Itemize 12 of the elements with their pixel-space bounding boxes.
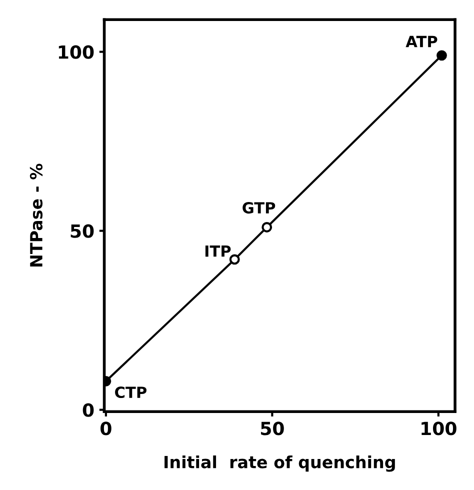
- y-tick-label: 0: [82, 403, 94, 417]
- y-tick-label: 100: [58, 45, 94, 59]
- x-tick-label: 100: [422, 422, 456, 436]
- x-axis-title: Initial rate of quenching: [164, 455, 395, 472]
- y-tick-label: 50: [70, 224, 94, 238]
- annotation: ATP: [406, 36, 438, 48]
- annotation: CTP: [115, 386, 146, 398]
- annotation: GTP: [242, 202, 276, 214]
- y-axis-title: NTPase - %: [30, 164, 43, 266]
- x-tick-label: 0: [100, 422, 112, 436]
- annotation: ITP: [205, 246, 231, 257]
- x-tick-label: 50: [261, 422, 284, 436]
